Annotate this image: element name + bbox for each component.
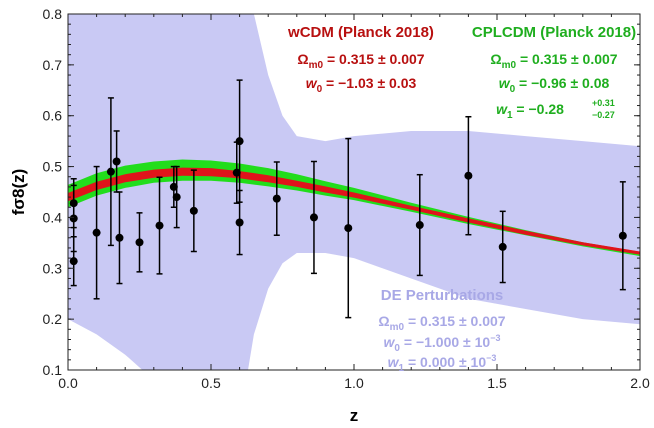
data-points — [69, 79, 627, 319]
cplcdm-omega-line: Ωm0 = 0.315 ± 0.007 — [490, 51, 617, 71]
y-tick-label: 0.8 — [43, 6, 63, 22]
y-tick-label: 0.7 — [43, 57, 63, 73]
wcdm-annotation: wCDM (Planck 2018) Ωm0 = 0.315 ± 0.007 w… — [287, 24, 434, 95]
cplcdm-w0-line: w0 = −0.96 ± 0.08 — [499, 75, 610, 95]
data-marker — [272, 194, 281, 203]
data-point — [92, 165, 101, 300]
x-tick-label: 2.0 — [630, 375, 650, 391]
cplcdm-w1-lower-error: −0.27 — [592, 110, 615, 120]
de-title: DE Perturbations — [381, 287, 504, 304]
data-marker — [235, 137, 244, 146]
data-point — [189, 169, 198, 253]
y-tick-label: 0.1 — [43, 362, 63, 378]
de-w0-line: w0 = −1.000 ± 10−3 — [384, 333, 501, 354]
data-point — [344, 137, 353, 319]
data-marker — [92, 228, 101, 237]
data-point — [115, 191, 124, 285]
x-axis-label: z — [350, 406, 359, 425]
data-marker — [344, 224, 353, 233]
y-tick-label: 0.6 — [43, 108, 63, 124]
data-marker — [309, 213, 318, 222]
data-marker — [172, 193, 181, 202]
data-point — [309, 160, 318, 275]
cplcdm-w1-upper-error: +0.31 — [592, 98, 615, 108]
de-annotation: DE Perturbations Ωm0 = 0.315 ± 0.007 w0 … — [378, 287, 505, 374]
x-tick-label: 1.5 — [487, 375, 507, 391]
x-tick-label: 0.0 — [58, 375, 78, 391]
model-bands — [68, 14, 640, 370]
data-point — [172, 165, 181, 229]
data-marker — [415, 221, 424, 230]
data-point — [272, 161, 281, 236]
data-marker — [498, 242, 507, 251]
data-point — [69, 236, 78, 287]
data-marker — [106, 167, 115, 176]
data-point — [235, 189, 244, 256]
data-point — [498, 210, 507, 284]
axes: 0.0 0.5 1.0 1.5 2.0 0.1 0.2 0.3 0.4 0.5 0.6 0.7 0.8 — [43, 6, 650, 391]
y-tick-label: 0.2 — [43, 311, 63, 327]
data-marker — [169, 182, 178, 191]
x-tick-label: 1.0 — [344, 375, 364, 391]
x-tick-label: 0.5 — [201, 375, 221, 391]
data-point — [415, 173, 424, 277]
y-tick-label: 0.3 — [43, 260, 63, 276]
data-marker — [618, 231, 627, 240]
cplcdm-w1-line: w1 = −0.28 — [496, 101, 564, 121]
y-tick-label: 0.5 — [43, 159, 63, 175]
data-marker — [69, 214, 78, 223]
cplcdm-annotation: CPLCDM (Planck 2018) Ωm0 = 0.315 ± 0.007… — [472, 24, 636, 121]
data-marker — [235, 218, 244, 227]
data-marker — [464, 171, 473, 180]
wcdm-band — [68, 167, 640, 255]
wcdm-w0-line: w0 = −1.03 ± 0.03 — [306, 75, 417, 95]
data-point — [155, 176, 164, 275]
data-marker — [189, 206, 198, 215]
data-marker — [69, 257, 78, 266]
cplcdm-band — [68, 159, 640, 257]
data-marker — [232, 168, 241, 177]
data-marker — [112, 157, 121, 166]
data-point — [464, 115, 473, 236]
y-tick-label: 0.4 — [43, 209, 63, 225]
data-point — [135, 212, 144, 273]
de-omega-line: Ωm0 = 0.315 ± 0.007 — [378, 313, 505, 333]
data-marker — [115, 233, 124, 242]
wcdm-title: wCDM (Planck 2018) — [287, 24, 434, 41]
data-point — [106, 97, 115, 247]
wcdm-central-line — [68, 170, 640, 255]
data-point — [618, 181, 627, 291]
cplcdm-title: CPLCDM (Planck 2018) — [472, 24, 636, 41]
de-w1-line: w1 = 0.000 ± 10−3 — [388, 353, 497, 374]
wcdm-omega-line: Ωm0 = 0.315 ± 0.007 — [297, 51, 424, 71]
data-marker — [155, 221, 164, 230]
data-marker — [135, 238, 144, 247]
y-axis-label: fσ8(z) — [9, 169, 28, 216]
